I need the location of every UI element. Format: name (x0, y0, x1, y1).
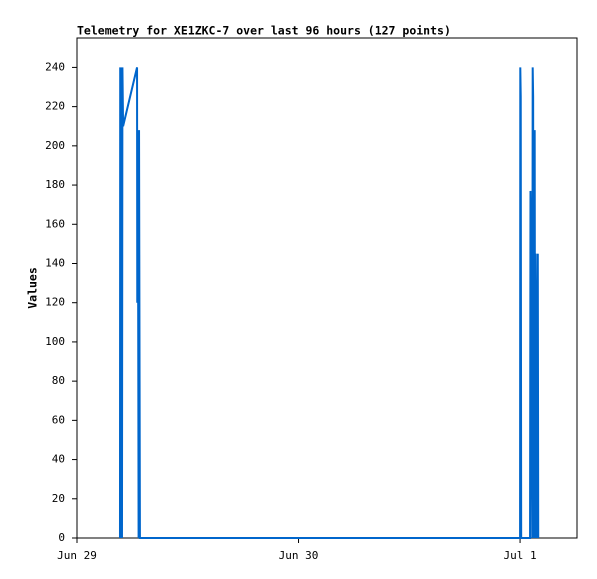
y-tick-label: 100 (45, 335, 65, 348)
y-tick-label: 0 (58, 531, 65, 544)
y-tick-label: 20 (52, 492, 65, 505)
y-axis-label: Values (26, 267, 40, 309)
y-tick-label: 200 (45, 139, 65, 152)
y-tick-label: 120 (45, 296, 65, 309)
y-tick-label: 220 (45, 100, 65, 113)
x-tick-label: Jun 30 (279, 549, 319, 562)
x-tick-label: Jun 29 (57, 549, 97, 562)
chart-title: Telemetry for XE1ZKC-7 over last 96 hour… (77, 24, 451, 38)
y-tick-label: 140 (45, 256, 65, 269)
y-tick-label: 180 (45, 178, 65, 191)
y-tick-label: 160 (45, 217, 65, 230)
y-tick-label: 80 (52, 374, 65, 387)
y-tick-label: 60 (52, 413, 65, 426)
data-line (118, 67, 540, 539)
x-tick-label: Jul 1 (504, 549, 537, 562)
y-tick-label: 40 (52, 453, 65, 466)
y-tick-label: 240 (45, 60, 65, 73)
